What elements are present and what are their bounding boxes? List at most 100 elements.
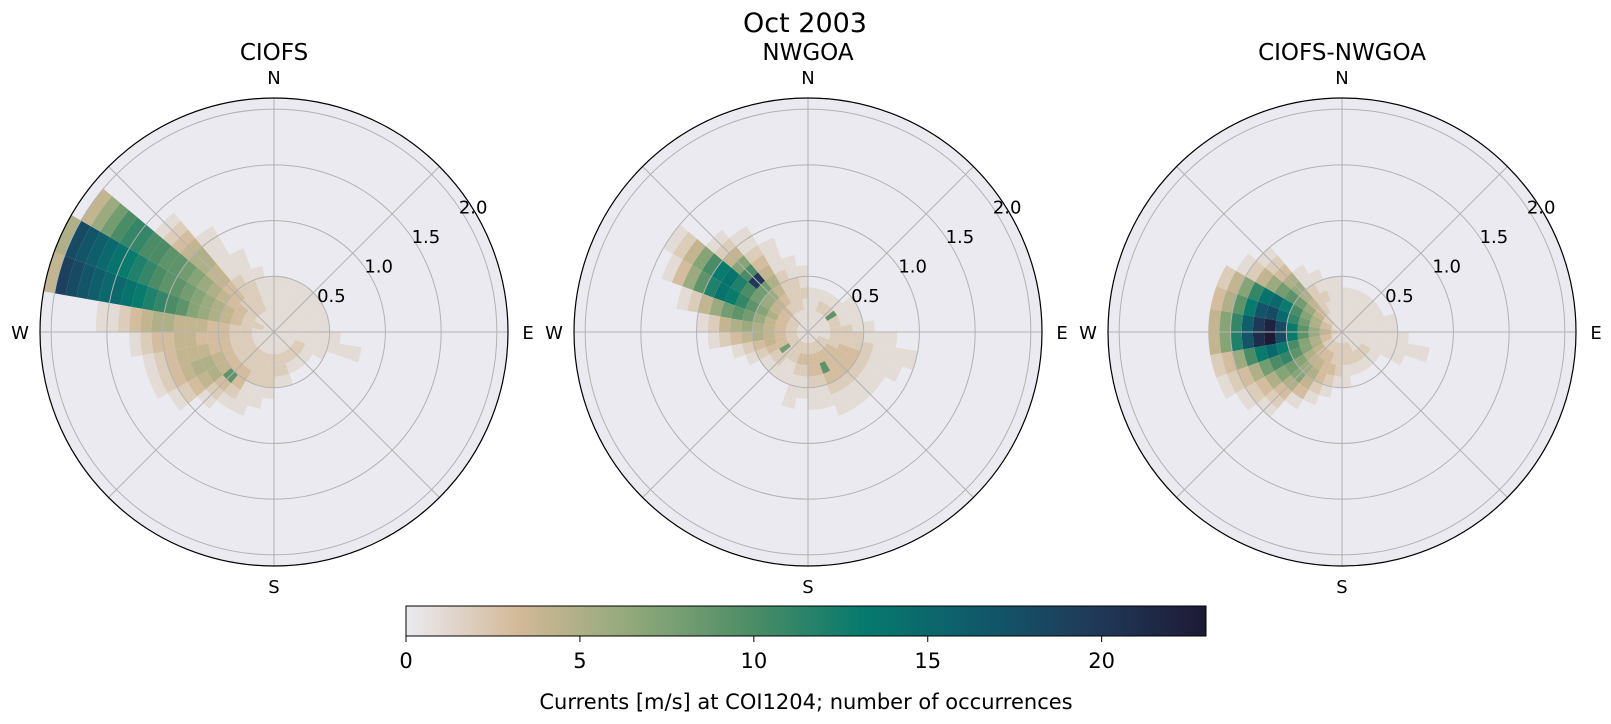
histogram-bin [119,217,146,249]
histogram-bin [775,320,788,329]
histogram-bin [223,383,241,400]
histogram-bin [731,305,746,321]
histogram-bin [828,320,841,329]
histogram-bin [1330,311,1339,323]
histogram-bin [246,279,259,294]
histogram-bin [252,349,263,361]
histogram-bin [1264,371,1283,390]
histogram-bin [262,299,271,312]
histogram-bin [197,343,212,359]
histogram-bin [769,348,783,361]
direction-label-south: S [802,577,813,598]
histogram-bin [179,281,197,302]
histogram-bin [742,341,756,355]
histogram-bin [1274,365,1291,383]
histogram-bin [736,235,758,256]
histogram-bin [232,309,246,321]
histogram-bin [802,353,808,366]
histogram-bin [274,321,278,332]
angular-gridline [108,331,275,498]
histogram-bin [1350,317,1362,327]
polar-grid [574,98,1042,566]
histogram-bin [1264,274,1283,293]
histogram-bin [823,370,836,385]
histogram-bin [279,288,290,301]
histogram-bin [849,339,863,352]
histogram-bin [317,332,330,342]
histogram-bin [1342,321,1346,332]
histogram-bin [825,310,837,321]
histogram-bin [707,332,721,350]
histogram-bin [1334,310,1341,322]
histogram-bin [1404,343,1419,359]
histogram-bin [229,399,248,416]
histogram-bin [753,339,767,352]
colorbar-gradient [405,605,1207,637]
histogram-bin [158,370,178,394]
histogram-bin [786,333,798,340]
histogram-bin [745,298,760,313]
histogram-bin [308,296,323,310]
histogram-bin [818,324,830,331]
histogram-bin [885,362,903,383]
histogram-bin [347,345,362,363]
figure-title: Oct 2003 [743,8,867,39]
histogram-bin [235,303,249,316]
histogram-bin [175,297,191,317]
histogram-bin [1208,308,1222,332]
histogram-bin [263,328,274,332]
histogram-bin [221,304,236,317]
histogram-bin [231,374,247,390]
radial-tick-label: 0.5 [317,286,346,307]
histogram-bin [179,362,197,383]
histogram-bin [1331,332,1342,338]
histogram-bin [1351,335,1363,344]
histogram-bin [902,349,918,371]
histogram-bin [780,370,793,385]
histogram-bin [1276,341,1290,355]
histogram-bin [263,332,274,336]
histogram-bin [1284,391,1303,410]
histogram-bin [808,332,812,343]
histogram-bin [743,245,764,264]
histogram-bin [1338,342,1342,355]
histogram-bin [1279,298,1294,313]
histogram-bin [274,342,278,355]
histogram-bin [109,274,128,305]
histogram-bin [245,343,257,354]
histogram-bin [811,311,820,323]
histogram-bin [827,339,840,349]
histogram-bin [218,332,231,342]
direction-label-south: S [1336,577,1347,598]
histogram-bin [1345,299,1354,312]
histogram-bin [263,326,274,332]
colorbar-tick-label: 10 [740,649,767,673]
histogram-bin [90,195,121,232]
histogram-bin [169,276,188,298]
histogram-bin [302,343,316,355]
histogram-bin [780,279,793,294]
histogram-bin [1353,290,1365,304]
histogram-bin [1321,335,1333,344]
histogram-bin [816,317,828,327]
direction-label-west: W [11,323,29,344]
histogram-bin [1226,270,1246,294]
histogram-bin [791,300,801,313]
histogram-bin [254,373,267,387]
histogram-bin [118,304,132,332]
histogram-bin [1313,310,1325,321]
histogram-bin [1279,351,1294,366]
histogram-bin [290,293,303,307]
histogram-bin [95,301,110,332]
histogram-bin [800,310,807,322]
histogram-bin [252,333,264,340]
histogram-bin [1219,332,1233,354]
histogram-bin [818,333,830,340]
radial-tick-labels: 0.5 1.0 1.5 2.0 [1385,198,1555,308]
histogram-bin [829,332,842,338]
histogram-bin [235,389,252,406]
histogram-bin [262,352,271,365]
angular-gridline [108,166,275,333]
histogram-bin [1235,387,1257,411]
histogram-bin [1264,332,1277,346]
